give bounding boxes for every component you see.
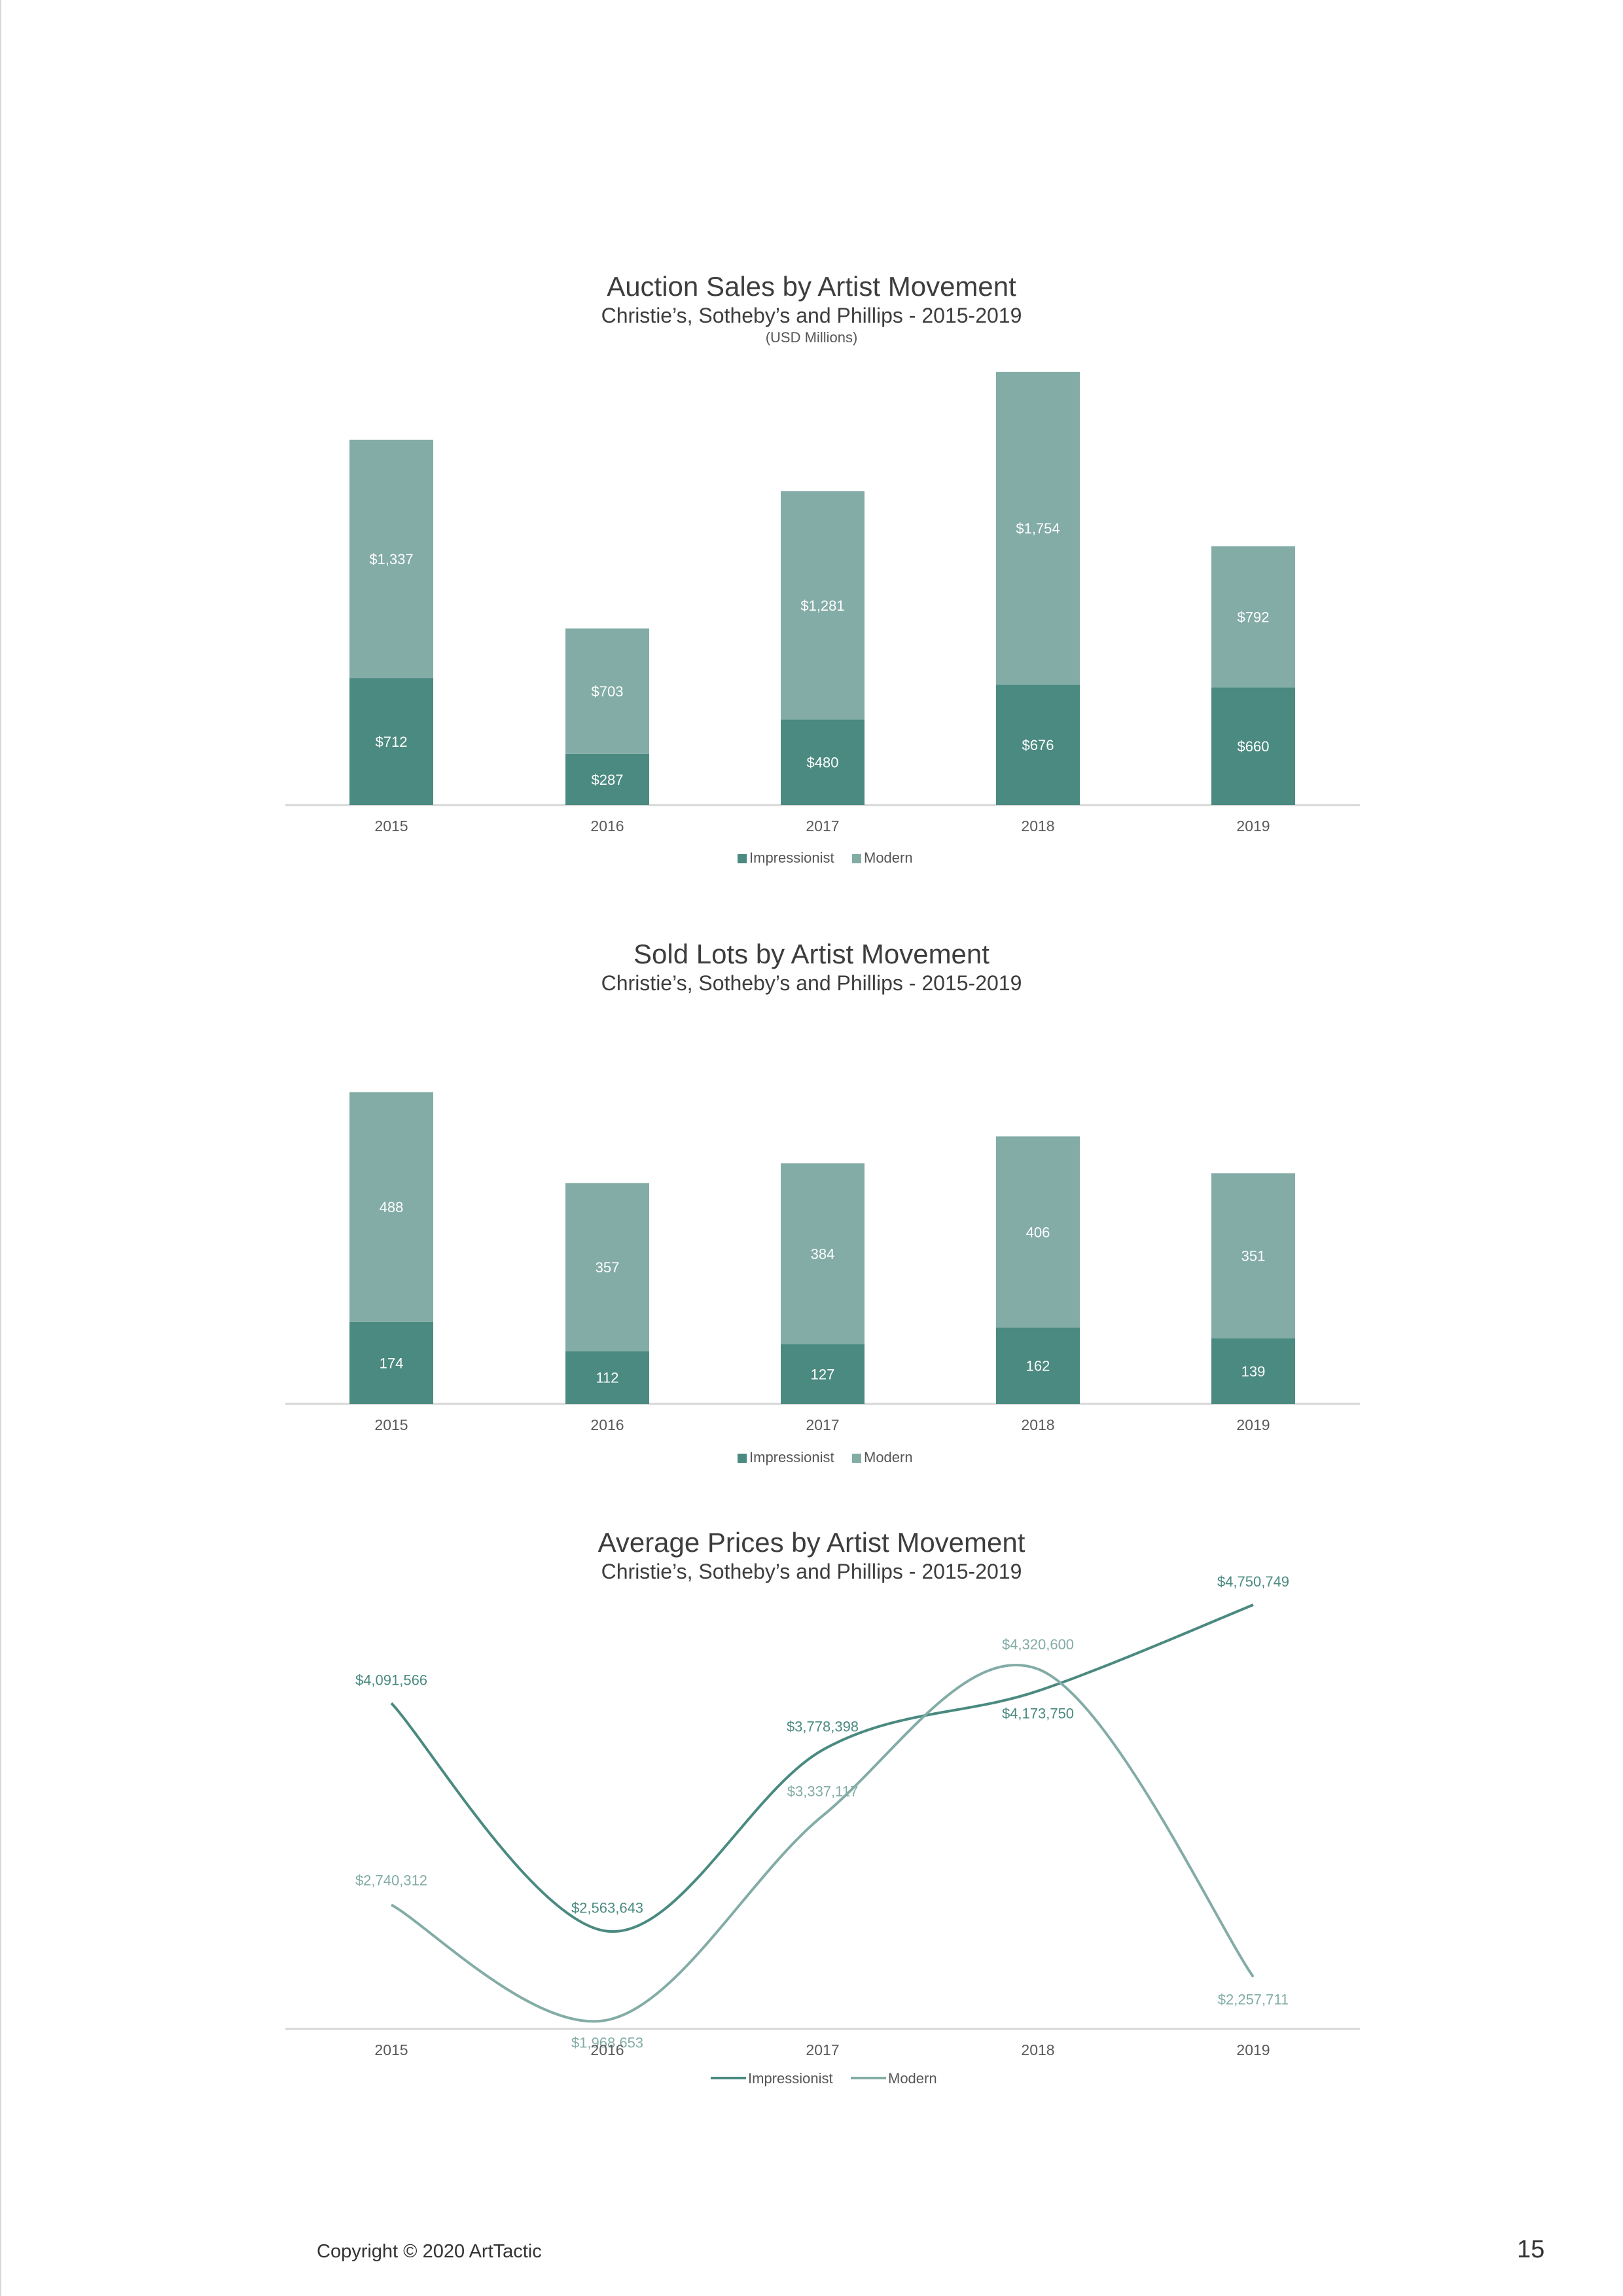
page-number: 15 <box>1517 2236 1545 2263</box>
chart2-bar-impressionist-2015 <box>349 1321 433 1404</box>
chart3-legend-impressionist-label: Impressionist <box>748 2070 833 2087</box>
chart1-label-modern-2018: $1,754 <box>1016 520 1060 537</box>
chart3-label-impressionist-2015: $4,091,566 <box>355 1672 427 1688</box>
chart3-legend-modern-label: Modern <box>888 2070 937 2087</box>
chart1-bar-impressionist-2018 <box>996 684 1080 805</box>
chart3-line-modern <box>391 1664 1255 2023</box>
chart1-label-impressionist-2017: $480 <box>807 755 839 771</box>
chart2-label-modern-2016: 357 <box>596 1259 620 1276</box>
chart2-bar-impressionist-2017 <box>781 1344 865 1404</box>
chart3-subtitle: Christie’s, Sotheby’s and Phillips - 201… <box>601 1560 1022 1583</box>
chart2-legend-modern-swatch <box>852 1454 861 1463</box>
chart2-label-impressionist-2018: 162 <box>1026 1358 1050 1374</box>
chart1-bar-modern-2017 <box>781 491 865 720</box>
chart1-xtick-2015: 2015 <box>374 817 408 834</box>
chart2-legend-impressionist-label: Impressionist <box>749 1449 834 1465</box>
copyright-text: Copyright © 2020 ArtTactic <box>317 2241 542 2262</box>
chart1-xtick-2018: 2018 <box>1021 817 1054 834</box>
chart2-bar-modern-2016 <box>565 1183 649 1352</box>
chart2-xtick-2017: 2017 <box>806 1416 839 1433</box>
chart3-xtick-2019: 2019 <box>1236 2041 1270 2058</box>
chart1-label-impressionist-2019: $660 <box>1238 738 1270 755</box>
chart2-subtitle: Christie’s, Sotheby’s and Phillips - 201… <box>601 971 1022 995</box>
chart1-label-modern-2015: $1,337 <box>369 551 413 567</box>
chart1-bar-impressionist-2019 <box>1211 687 1295 805</box>
chart3-label-modern-2019: $2,257,711 <box>1218 1991 1289 2007</box>
chart2-label-impressionist-2016: 112 <box>596 1370 618 1386</box>
page-edge-line <box>0 0 1 2296</box>
chart2-title: Sold Lots by Artist Movement <box>633 939 990 969</box>
chart2-bar-impressionist-2018 <box>996 1327 1080 1404</box>
chart2-label-modern-2017: 384 <box>811 1246 835 1262</box>
chart1-bar-modern-2016 <box>565 628 649 754</box>
chart2-label-modern-2019: 351 <box>1241 1248 1266 1265</box>
chart1-label-modern-2019: $792 <box>1238 609 1270 625</box>
chart1-label-modern-2017: $1,281 <box>800 598 844 614</box>
chart1-legend-impressionist-swatch <box>738 854 747 863</box>
chart2-bar-modern-2019 <box>1211 1173 1295 1338</box>
chart1-label-impressionist-2016: $287 <box>592 772 624 788</box>
chart2-label-modern-2015: 488 <box>380 1199 404 1215</box>
chart3-xtick-2015: 2015 <box>374 2041 408 2058</box>
chart1-unit-note: (USD Millions) <box>765 329 858 346</box>
chart3-label-impressionist-2019: $4,750,749 <box>1217 1573 1289 1590</box>
chart2-bar-modern-2015 <box>349 1092 433 1322</box>
chart1-legend-modern-label: Modern <box>864 850 913 866</box>
chart1-legend-modern-swatch <box>852 854 861 863</box>
chart3-label-impressionist-2016: $2,563,643 <box>571 1900 643 1916</box>
chart2-label-impressionist-2017: 127 <box>811 1366 835 1382</box>
chart3-label-modern-2018: $4,320,600 <box>1002 1636 1074 1653</box>
chart2-xtick-2016: 2016 <box>590 1416 624 1433</box>
chart2-bar-impressionist-2016 <box>565 1351 649 1404</box>
chart2-label-impressionist-2015: 174 <box>380 1355 404 1371</box>
chart2-bar-modern-2017 <box>781 1163 865 1344</box>
chart2-bar-impressionist-2019 <box>1211 1338 1295 1404</box>
chart2-xtick-2015: 2015 <box>374 1416 408 1433</box>
chart1-bar-impressionist-2015 <box>349 678 433 805</box>
chart3-line-impressionist <box>390 1604 1254 1933</box>
chart3-xtick-2017: 2017 <box>806 2041 839 2058</box>
chart1-xtick-2016: 2016 <box>590 817 624 834</box>
chart1-label-modern-2016: $703 <box>592 683 624 700</box>
chart3-title: Average Prices by Artist Movement <box>597 1527 1026 1558</box>
chart3-xtick-2016: 2016 <box>590 2041 624 2058</box>
chart3-label-modern-2016: $1,968,653 <box>571 2034 643 2051</box>
chart3-label-modern-2015: $2,740,312 <box>355 1872 427 1888</box>
chart1-xtick-2017: 2017 <box>806 817 839 834</box>
chart2-xtick-2018: 2018 <box>1021 1416 1054 1433</box>
chart1-bar-impressionist-2016 <box>565 753 649 805</box>
chart1-xtick-2019: 2019 <box>1236 817 1270 834</box>
chart2-legend-impressionist-swatch <box>738 1454 747 1463</box>
chart3-label-impressionist-2017: $3,778,398 <box>787 1719 859 1735</box>
chart1-bar-modern-2015 <box>349 439 433 679</box>
chart1-bar-modern-2018 <box>996 372 1080 685</box>
chart1-label-impressionist-2015: $712 <box>376 734 408 750</box>
chart3-label-modern-2017: $3,337,117 <box>787 1783 858 1799</box>
chart2-label-modern-2018: 406 <box>1026 1224 1050 1240</box>
chart2-label-impressionist-2019: 139 <box>1241 1363 1266 1380</box>
chart1-bar-impressionist-2017 <box>781 719 865 805</box>
chart1-bar-modern-2019 <box>1211 546 1295 688</box>
chart2-bar-modern-2018 <box>996 1136 1080 1328</box>
chart2-legend-modern-label: Modern <box>864 1449 913 1465</box>
chart1-title: Auction Sales by Artist Movement <box>607 271 1016 302</box>
chart1-legend-impressionist-label: Impressionist <box>749 850 834 866</box>
chart1-label-impressionist-2018: $676 <box>1022 737 1054 753</box>
chart2-xtick-2019: 2019 <box>1236 1416 1270 1433</box>
chart3-xtick-2018: 2018 <box>1021 2041 1054 2058</box>
chart1-subtitle: Christie’s, Sotheby’s and Phillips - 201… <box>601 304 1022 327</box>
chart3-label-impressionist-2018: $4,173,750 <box>1002 1706 1074 1722</box>
